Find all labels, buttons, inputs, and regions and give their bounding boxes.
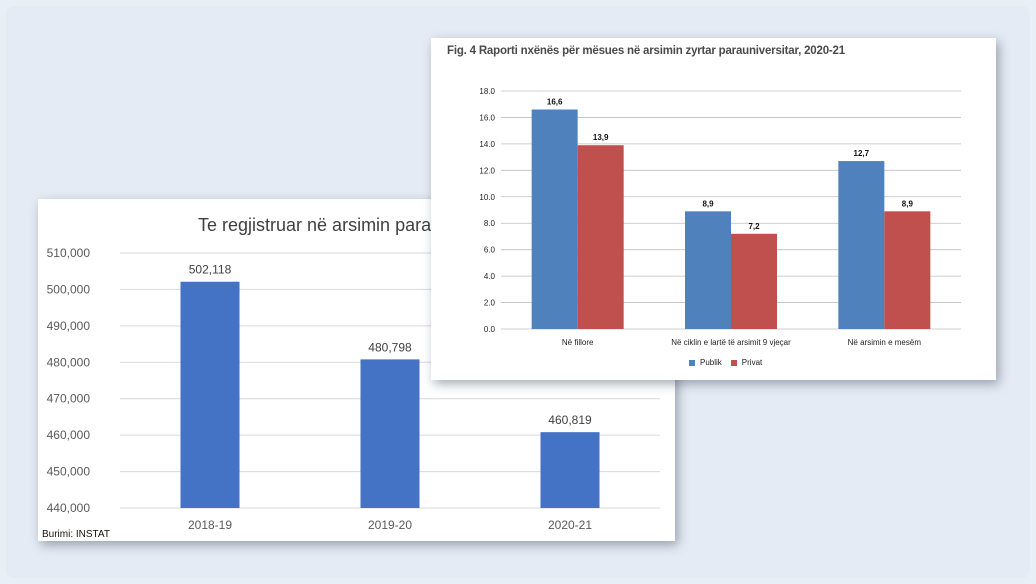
data-label: 12,7 — [854, 149, 870, 158]
bar-publik — [838, 161, 885, 329]
bar-privat — [577, 145, 624, 329]
y-tick-label: 460,000 — [47, 428, 91, 442]
data-label: 7,2 — [748, 222, 760, 231]
ratio-chart: 0.0 2.0 4.0 6.0 8.0 10.0 12.0 14.0 16.0 18.0 16,6 1… — [479, 87, 961, 347]
y-tick-label: 440,000 — [47, 501, 91, 515]
chart-title: Te regjistruar në arsimin para — [198, 215, 432, 235]
y-tick-label: 470,000 — [47, 392, 91, 406]
bar-publik — [531, 109, 578, 329]
data-label: 502,118 — [189, 263, 232, 277]
y-tick-label: 16.0 — [479, 113, 495, 122]
y-tick-label: 510,000 — [47, 246, 91, 260]
x-tick-label: Në fillore — [562, 338, 594, 347]
bar-privat — [731, 233, 777, 329]
legend-swatch-publik — [689, 359, 695, 366]
source-note: Burimi: INSTAT — [42, 529, 110, 540]
x-tick-label: Në arsimin e mesëm — [848, 338, 922, 347]
data-label: 460,819 — [548, 413, 592, 427]
x-tick-label: Në ciklin e lartë të arsimit 9 vjeçar — [671, 338, 791, 347]
data-label: 13,9 — [593, 133, 609, 142]
y-tick-label: 10.0 — [479, 193, 495, 202]
bar — [540, 432, 600, 508]
y-tick-label: 4.0 — [484, 272, 496, 281]
x-tick-label: 2020-21 — [548, 518, 592, 532]
bar — [180, 281, 240, 508]
y-tick-label: 6.0 — [484, 246, 496, 255]
legend-label-privat: Privat — [741, 358, 763, 367]
y-tick-label: 500,000 — [47, 282, 91, 296]
legend-swatch-privat — [730, 359, 737, 366]
y-tick-label: 8.0 — [484, 219, 496, 228]
ratio-chart-card: Fig. 4 Raporti nxënës për mësues në arsi… — [431, 38, 996, 380]
x-tick-label: 2018-19 — [188, 518, 232, 532]
y-tick-label: 2.0 — [484, 299, 496, 308]
chart-title: Fig. 4 Raporti nxënës për mësues në arsi… — [447, 45, 845, 57]
y-tick-label: 14.0 — [479, 140, 495, 149]
bar — [360, 359, 420, 508]
data-label: 8,9 — [702, 199, 714, 208]
data-label: 480,798 — [368, 340, 412, 354]
enrollment-chart: 440,000 450,000 460,000 470,000 480,000 490,0… — [47, 246, 660, 532]
bar-publik — [685, 211, 731, 329]
x-tick-label: 2019-20 — [368, 518, 412, 532]
y-tick-label: 450,000 — [47, 465, 91, 479]
legend-label-publik: Publik — [700, 358, 722, 367]
legend: Publik Privat — [689, 358, 762, 367]
bar-privat — [884, 211, 931, 329]
y-tick-label: 0.0 — [484, 325, 496, 334]
data-label: 16,6 — [547, 98, 563, 107]
data-label: 8,9 — [902, 199, 914, 208]
y-tick-label: 18.0 — [479, 87, 495, 96]
y-tick-label: 490,000 — [47, 319, 91, 333]
y-tick-label: 12.0 — [479, 166, 495, 175]
y-tick-label: 480,000 — [47, 355, 91, 369]
